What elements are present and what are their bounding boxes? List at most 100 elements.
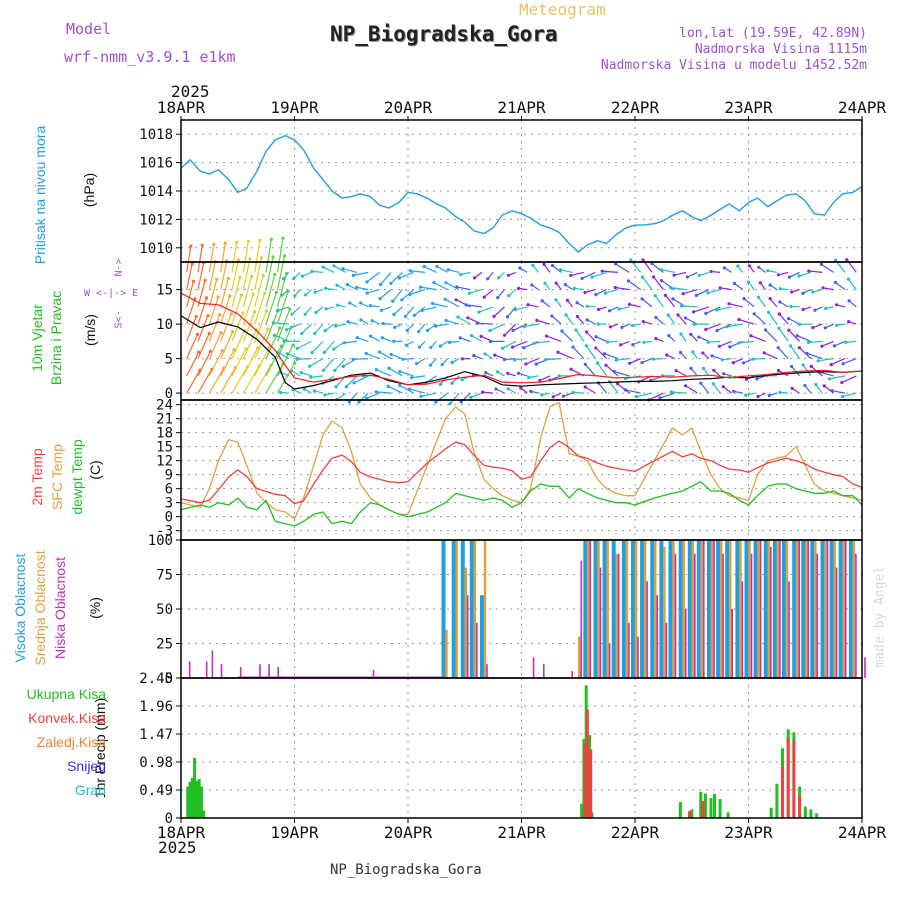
precip-total-bar	[202, 811, 205, 818]
wind-arrow-head	[450, 382, 453, 385]
wind-arrow-head	[584, 363, 587, 366]
wind-arrow-head	[798, 274, 801, 277]
wind-arrow-head	[465, 303, 468, 306]
wind-ytick-label: 5	[165, 352, 173, 368]
cloud-bar	[666, 623, 668, 678]
cloud-bar	[221, 664, 223, 678]
wind-arrow-head	[803, 384, 806, 387]
wind-arrow-head	[390, 353, 393, 356]
wind-arrow-head	[566, 299, 569, 302]
wind-arrow	[687, 272, 697, 277]
wind-arrow	[764, 353, 777, 359]
cloud-label-2: Srednja Oblacnost	[32, 538, 48, 678]
wind-arrow-head	[769, 297, 772, 300]
precip-conv-bar	[702, 801, 705, 818]
wind-arrow-head	[642, 320, 645, 323]
wind-arrow-head	[673, 274, 676, 277]
bottom-date-label: 19APR	[270, 823, 319, 842]
wind-arrow-head	[585, 330, 588, 333]
cloud-bar	[694, 554, 696, 678]
wind-arrow-head	[533, 342, 536, 345]
precip-ytick-label: 0.49	[139, 783, 173, 799]
sfc-temp-line	[181, 402, 862, 519]
wind-arrow	[335, 359, 346, 371]
wind-arrow	[616, 359, 629, 361]
wind-arrow-head	[332, 347, 335, 350]
wind-arrow-head	[278, 326, 281, 329]
wind-arrow-head	[574, 328, 577, 331]
wind-arrow-head	[802, 308, 805, 311]
wind-arrow-head	[847, 278, 850, 281]
wind-arrow-head	[790, 365, 793, 368]
wind-arrow-head	[699, 382, 702, 385]
cloud-bar	[764, 540, 768, 678]
wind-arrow	[618, 384, 630, 393]
wind-arrow-head	[604, 364, 607, 367]
wind-arrow-head	[667, 334, 670, 337]
precip-total-bar	[804, 807, 807, 818]
wind-arrow-head	[404, 315, 407, 318]
bottom-date-label: 21APR	[497, 823, 546, 842]
wind-arrow-head	[324, 329, 327, 332]
wind-compass-s: S<-	[114, 310, 125, 328]
wind-arrow	[683, 290, 697, 294]
wind-arrow-head	[824, 307, 827, 310]
wind-arrow-head	[564, 283, 567, 286]
wind-arrow-head	[554, 298, 557, 301]
precip-ytick-label: 0.98	[139, 755, 173, 771]
wind-arrow-head	[325, 307, 328, 310]
wind-arrow-head	[353, 381, 356, 384]
wind-arrow-head	[604, 292, 607, 295]
wind-arrow-head	[665, 353, 668, 356]
wind-arrow-head	[494, 387, 497, 390]
wind-arrow-head	[345, 385, 348, 388]
wind-arrow	[602, 271, 618, 272]
wind-arrow-head	[250, 275, 253, 278]
wind-arrow-head	[778, 312, 781, 315]
wind-arrow	[668, 315, 674, 324]
wind-arrow-head	[527, 376, 530, 379]
wind-arrow-head	[618, 308, 621, 311]
wind-arrow-head	[576, 301, 579, 304]
wind-arrow-head	[620, 326, 623, 329]
cloud-bar	[669, 540, 673, 678]
wind-arrow-head	[398, 384, 401, 387]
model-name: wrf-nmm_v3.9.1 e1km	[64, 48, 236, 66]
cloud-bar	[616, 554, 619, 678]
cloud-bar	[659, 540, 663, 678]
wind-arrow	[573, 347, 584, 359]
cloud-bar	[742, 581, 744, 678]
cloud-label-1: Visoka Oblacnost	[12, 538, 28, 678]
cloud-bar	[603, 540, 607, 678]
wind-arrow	[187, 370, 200, 393]
cloud-bar	[792, 540, 796, 678]
cloud-bar	[716, 540, 720, 678]
cloud-bar	[853, 540, 856, 678]
wind-arrow-head	[679, 351, 682, 354]
wind-arrow	[789, 319, 800, 325]
wind-arrow-head	[544, 358, 547, 361]
pressure-ytick-label: 1012	[139, 212, 173, 228]
pressure-ytick-label: 1018	[139, 127, 173, 143]
wind-arrow	[484, 290, 493, 298]
wind-arrow-head	[742, 361, 745, 364]
wind-arrow-head	[281, 294, 284, 297]
wind-arrow	[366, 354, 379, 359]
wind-arrow-head	[755, 377, 758, 380]
wind-arrow-head	[753, 312, 756, 315]
wind-arrow-head	[401, 358, 404, 361]
wind-arrow	[637, 393, 653, 397]
wind-arrow-head	[335, 284, 338, 287]
wind-arrow-head	[324, 287, 327, 290]
wind-arrow	[562, 331, 573, 341]
wind-arrow	[605, 290, 618, 294]
cloud-label-3: Niska Oblacnost	[52, 538, 68, 678]
wind-arrow	[628, 281, 640, 290]
wind-arrow-head	[789, 344, 792, 347]
precip-conv-bar	[792, 741, 795, 818]
wind-arrow-head	[288, 308, 291, 311]
temp-ytick-label: 24	[156, 398, 173, 414]
wind-arrow-head	[208, 332, 211, 335]
cloud-ytick-label: 75	[156, 568, 173, 584]
wind-arrow-head	[286, 352, 289, 355]
